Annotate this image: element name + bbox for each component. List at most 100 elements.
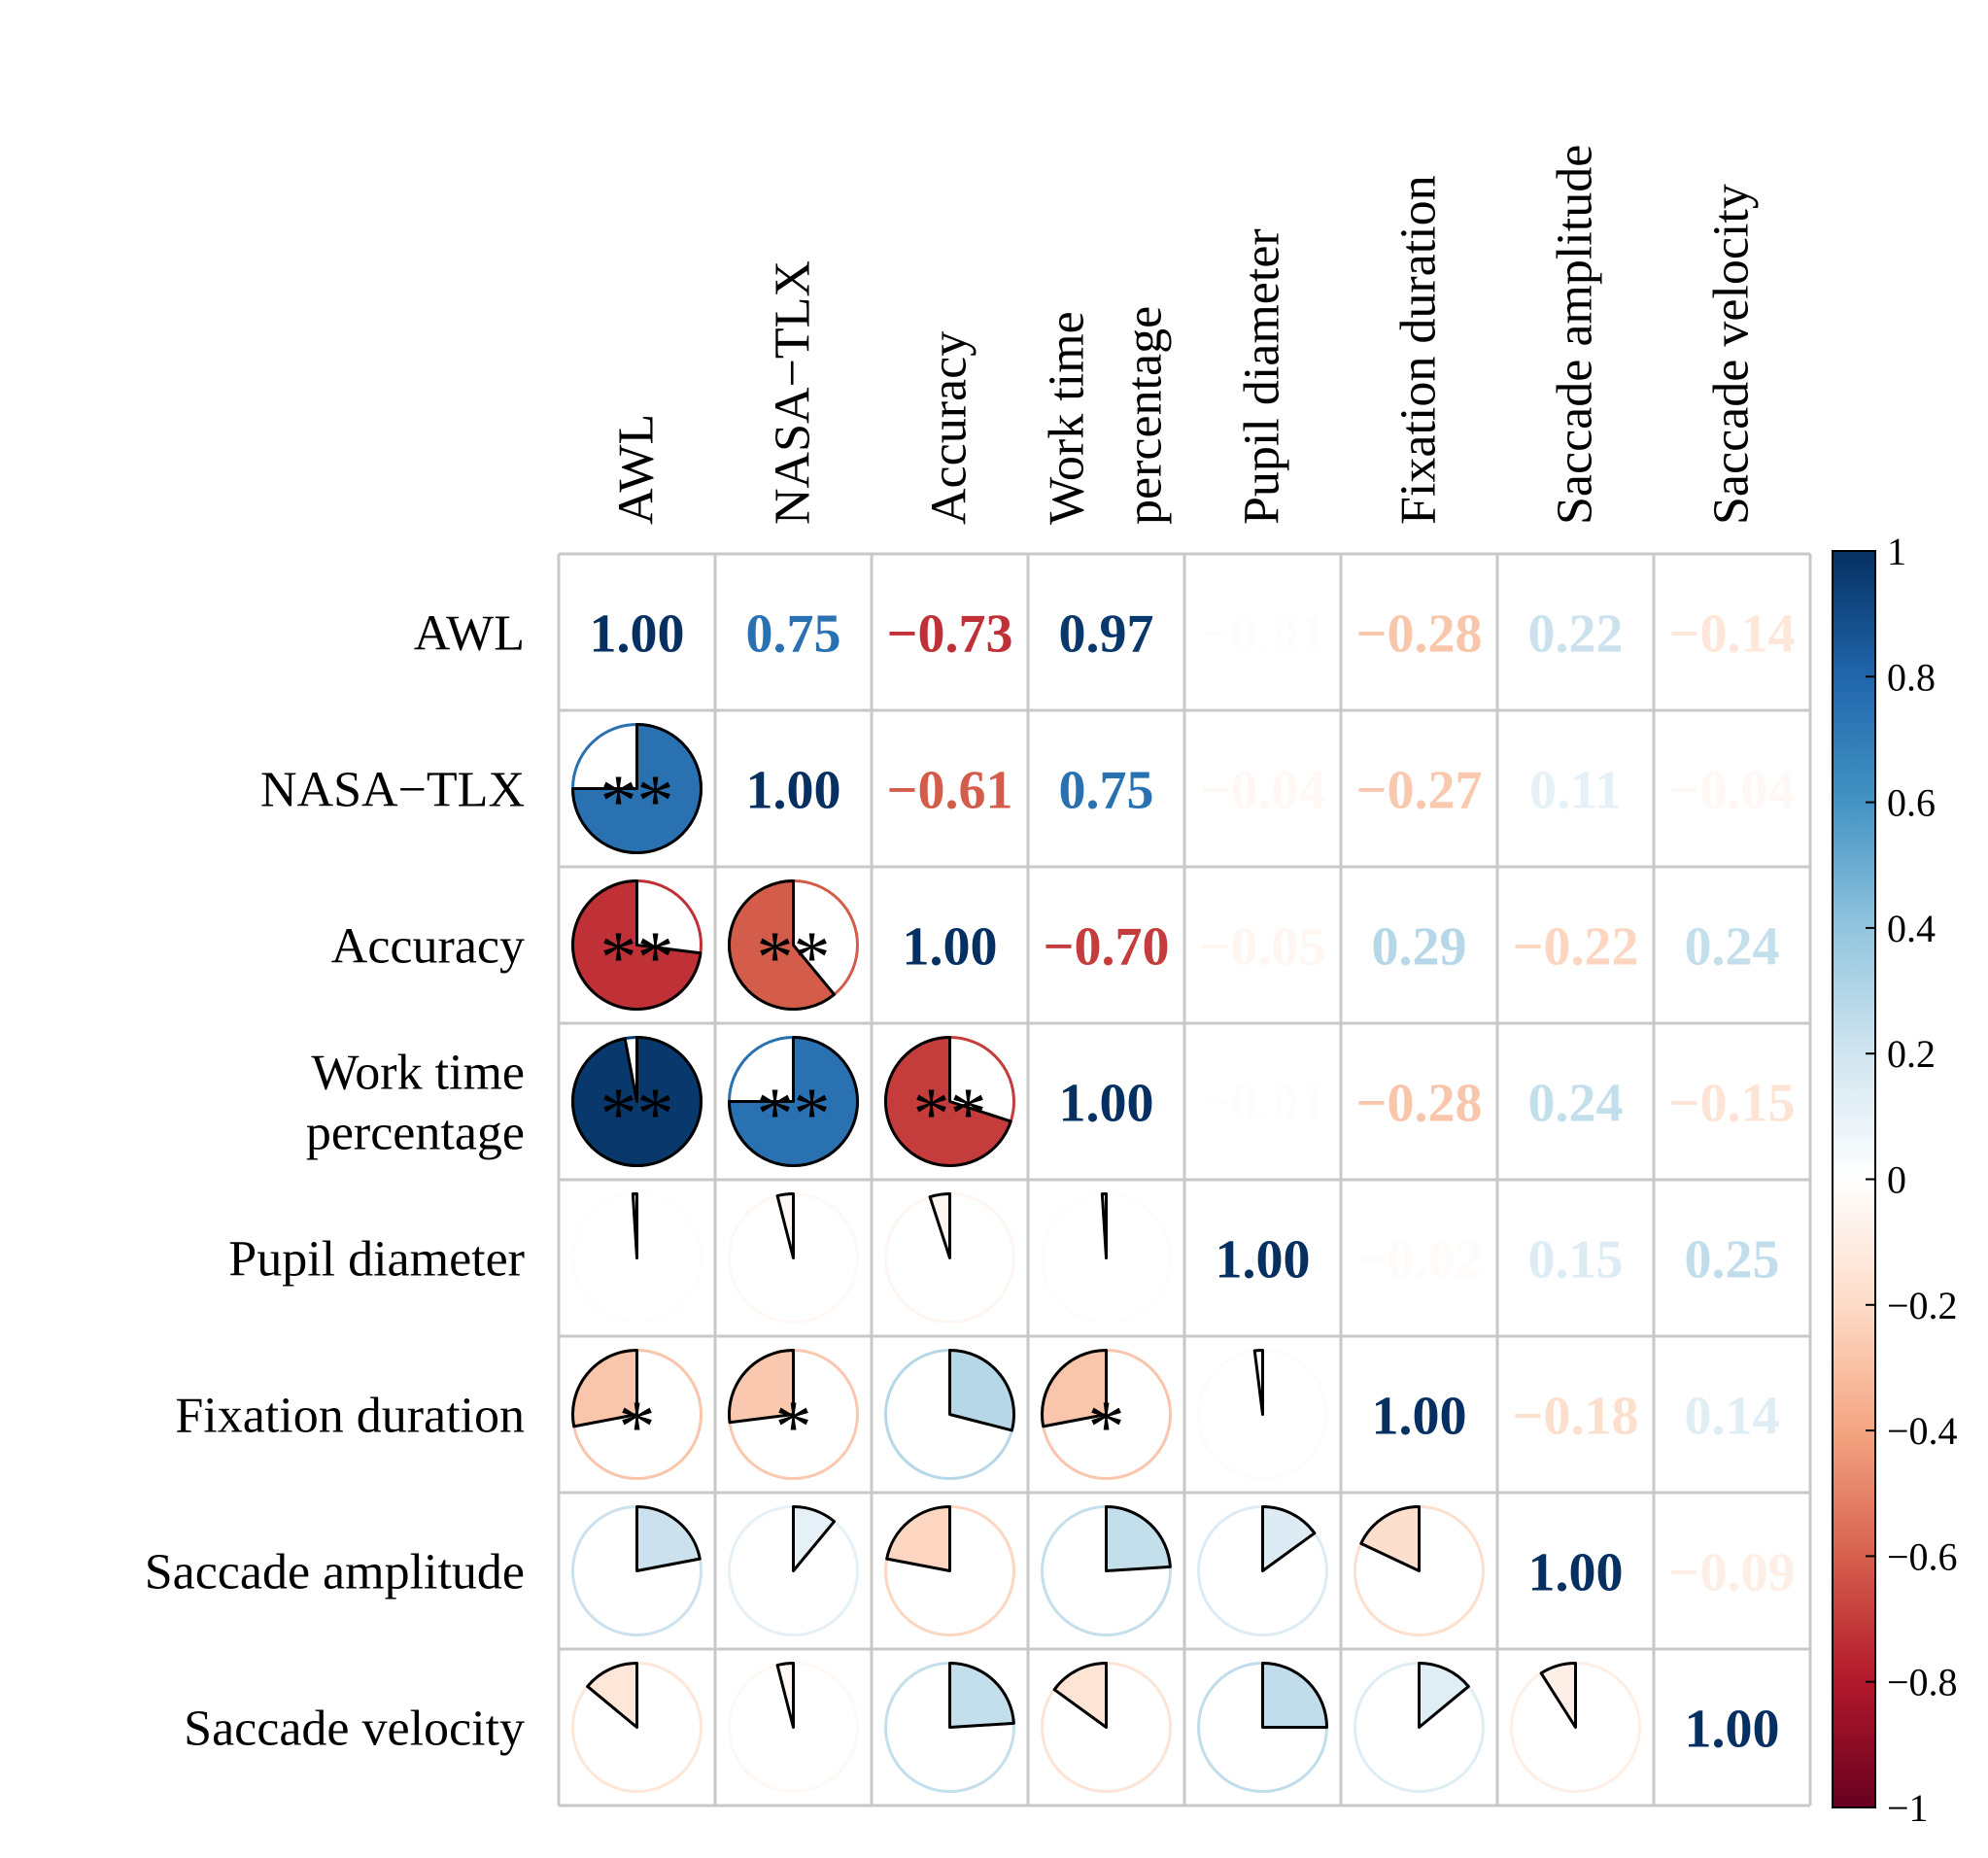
correlation-value: −0.22	[1513, 917, 1639, 978]
colorbar-tick-label: −0.2	[1887, 1284, 1958, 1327]
significance-marker: **	[757, 1074, 831, 1155]
column-label: Work time	[1040, 311, 1095, 525]
colorbar-tick-label: 0.6	[1887, 781, 1936, 825]
row-label: Work time	[311, 1046, 525, 1101]
pie-wedge	[728, 879, 837, 1011]
colorbar: 1 0.8 0.6 0.4 0.2 0 −0.2 −0.4 −0.6 −0.8 −1	[1832, 530, 1958, 1830]
correlation-value: −0.28	[1356, 604, 1483, 665]
pie-wedge	[1052, 1662, 1108, 1729]
correlation-value: 0.24	[1685, 917, 1780, 978]
significance-marker: **	[600, 917, 674, 999]
significance-marker: **	[913, 1074, 987, 1155]
colorbar-tick-label: 0.8	[1887, 655, 1936, 699]
pie-wedge	[571, 1349, 638, 1428]
correlation-value: 1.00	[1372, 1387, 1467, 1447]
column-label: Accuracy	[922, 331, 977, 525]
row-label: percentage	[306, 1106, 525, 1161]
row-label: NASA−TLX	[260, 763, 525, 818]
pie-wedge	[571, 1036, 703, 1167]
pie-wedge	[775, 1661, 795, 1729]
column-label: AWL	[609, 414, 665, 525]
correlation-value: 0.14	[1685, 1387, 1780, 1447]
pie-wedge	[884, 1036, 1012, 1167]
correlation-value: −0.01	[1200, 1074, 1326, 1134]
correlation-value: 0.97	[1059, 604, 1154, 665]
column-labels: AWL NASA−TLX Accuracy Work time percentage Pu…	[609, 145, 1760, 525]
colorbar-tick-label: 0.2	[1887, 1032, 1936, 1076]
correlation-value: −0.01	[1200, 604, 1326, 665]
correlation-value: 0.22	[1528, 604, 1624, 665]
correlation-value: −0.61	[887, 761, 1013, 821]
column-label: Saccade velocity	[1704, 184, 1760, 525]
significance-marker: *	[775, 1387, 812, 1468]
colorbar-tick-label: 1	[1887, 530, 1906, 573]
correlation-value: −0.15	[1669, 1074, 1796, 1134]
pie-wedge	[728, 1349, 795, 1425]
column-label: Pupil diameter	[1235, 228, 1290, 525]
grid	[557, 552, 1812, 1807]
row-label: Saccade velocity	[184, 1702, 525, 1757]
pie-wedge	[1105, 1505, 1172, 1572]
correlation-value: 1.00	[746, 761, 841, 821]
correlation-value: 0.75	[1059, 761, 1154, 821]
pie-wedge	[792, 1505, 837, 1572]
pie-wedge	[571, 879, 703, 1011]
pie-wedge	[1359, 1505, 1421, 1572]
colorbar-tick-label: −1	[1887, 1786, 1929, 1830]
correlation-value: −0.04	[1200, 761, 1326, 821]
pie-wedge	[586, 1662, 638, 1729]
pie-wedge	[635, 1505, 702, 1572]
correlation-value: −0.02	[1356, 1230, 1483, 1290]
pie-wedge	[928, 1192, 951, 1259]
correlation-value: −0.28	[1356, 1074, 1483, 1134]
column-label: Saccade amplitude	[1548, 145, 1603, 525]
pie-wedge	[948, 1349, 1015, 1432]
pie-wedge	[1261, 1662, 1328, 1729]
pie-wedge	[631, 1191, 638, 1259]
colorbar-tick-label: 0.4	[1887, 907, 1936, 950]
significance-marker: *	[619, 1387, 656, 1468]
row-label: Pupil diameter	[228, 1232, 525, 1288]
significance-marker: **	[600, 1074, 674, 1155]
correlation-value: −0.04	[1669, 761, 1796, 821]
significance-marker: **	[757, 917, 831, 999]
pie-wedge	[775, 1191, 795, 1259]
correlation-value: 1.00	[590, 604, 685, 665]
column-label: percentage	[1117, 306, 1173, 525]
cells: 1.00 0.75 −0.73 0.97 −0.01 −0.28 0.22 −0.14** 1.…	[571, 604, 1796, 1793]
significance-marker: **	[600, 761, 674, 843]
correlation-value: 0.15	[1528, 1230, 1624, 1290]
row-label: AWL	[414, 606, 525, 662]
correlation-value: −0.70	[1044, 917, 1170, 978]
correlation-value: 0.29	[1372, 917, 1467, 978]
pie-wedge	[571, 723, 703, 854]
colorbar-tick-label: −0.6	[1887, 1534, 1958, 1578]
column-label: NASA−TLX	[766, 260, 821, 525]
correlation-value: 1.00	[1528, 1543, 1624, 1603]
pie-wedge	[1261, 1505, 1317, 1572]
colorbar-tick-label: −0.4	[1887, 1409, 1958, 1453]
colorbar-tick-label: −0.8	[1887, 1661, 1958, 1704]
row-label: Fixation duration	[175, 1389, 525, 1444]
pie-wedge	[1418, 1662, 1470, 1729]
correlation-value: −0.09	[1669, 1543, 1796, 1603]
correlation-value: 1.00	[1685, 1700, 1780, 1760]
correlation-value: −0.73	[887, 604, 1013, 665]
column-label: Fixation duration	[1391, 175, 1447, 525]
pie-wedge	[1041, 1349, 1108, 1428]
correlation-value: −0.27	[1356, 761, 1483, 821]
correlation-value: 1.00	[903, 917, 998, 978]
significance-marker: *	[1088, 1387, 1125, 1468]
correlation-value: −0.05	[1200, 917, 1326, 978]
correlation-value: 0.75	[746, 604, 841, 665]
correlation-value: 0.24	[1528, 1074, 1624, 1134]
correlation-value: 1.00	[1059, 1074, 1154, 1134]
correlation-value: 0.25	[1685, 1230, 1780, 1290]
pie-wedge	[1539, 1662, 1577, 1729]
pie-wedge	[948, 1662, 1015, 1729]
correlation-value: −0.14	[1669, 604, 1796, 665]
correlation-value: 1.00	[1216, 1230, 1311, 1290]
row-label: Accuracy	[331, 919, 525, 975]
